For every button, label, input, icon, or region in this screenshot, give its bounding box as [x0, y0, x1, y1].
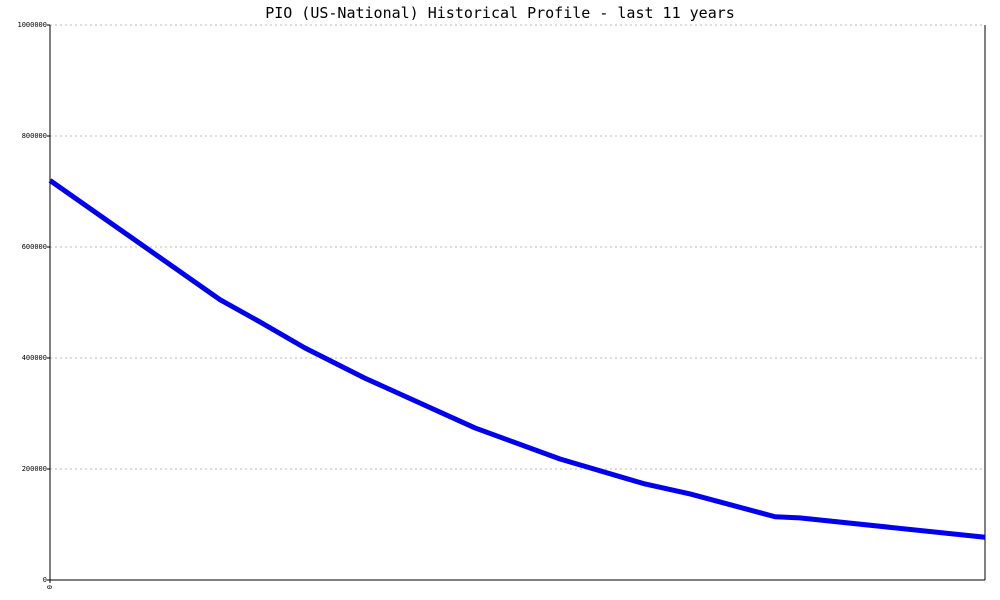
y-tick-label: 800000: [22, 132, 47, 140]
chart-title: PIO (US-National) Historical Profile - l…: [265, 4, 735, 22]
data-line: [48, 178, 986, 540]
y-tick-label: 200000: [22, 465, 47, 473]
y-tick-label: 400000: [22, 354, 47, 362]
y-tick-label: 0: [43, 576, 47, 584]
x-tick-label: 0: [46, 585, 54, 589]
y-tick-label: 600000: [22, 243, 47, 251]
y-tick-label: 1000000: [17, 21, 47, 29]
